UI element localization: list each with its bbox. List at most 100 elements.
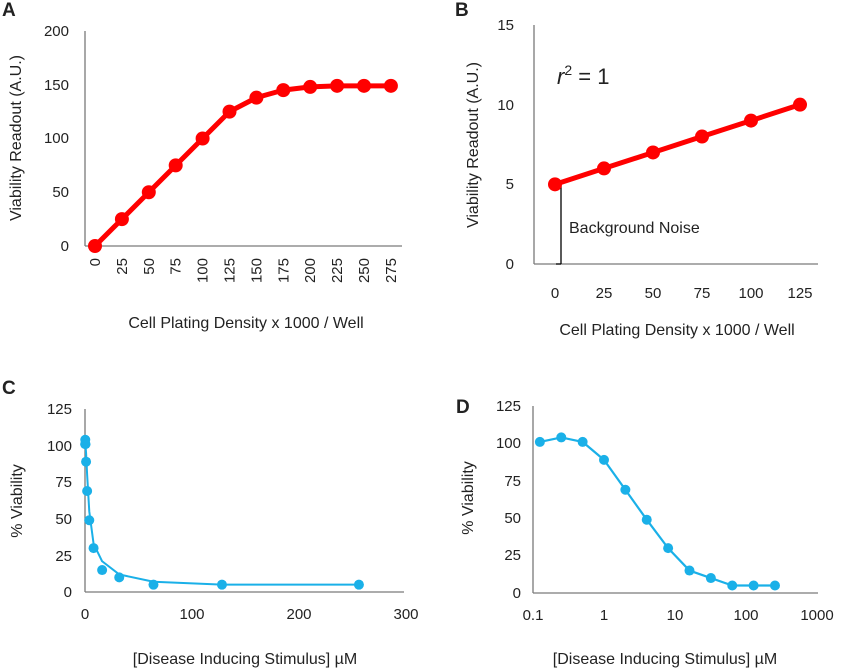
panel-b-noise-label: Background Noise	[569, 220, 700, 237]
panel-b-xtick-label: 125	[787, 285, 812, 302]
panel-a-xtick-label: 50	[141, 258, 158, 275]
panel-b-ytick-labels: 0 5 10 15	[497, 17, 514, 273]
panel-c-ytick-label: 100	[47, 438, 72, 455]
panel-a-series-line	[92, 83, 394, 249]
panel-a-plot	[88, 78, 398, 253]
panel-a: A 0 50 100 150 200 0 25 50 75 100 125 150 175 20…	[2, 0, 402, 332]
panel-d-letter: D	[456, 397, 470, 418]
panel-d-y-title: % Viability	[460, 461, 477, 535]
panel-d-data-point	[599, 454, 609, 465]
panel-b-equation-exponent: 2	[564, 62, 572, 78]
panel-a-data-point	[88, 239, 102, 253]
panel-a-xtick-label: 0	[87, 258, 104, 266]
panel-b-data-point	[744, 113, 758, 128]
panel-d-xtick-label: 0.1	[523, 607, 544, 624]
panel-d-ytick-label: 0	[513, 585, 521, 602]
panel-c-data-point	[80, 439, 91, 450]
panel-c-ytick-label: 25	[55, 548, 72, 565]
panel-d-data-point	[769, 580, 780, 591]
panel-c-data-point	[216, 579, 227, 590]
panel-c-data-point	[81, 456, 92, 467]
panel-c-data-point	[148, 579, 159, 590]
panel-a-ytick-label: 150	[44, 77, 69, 94]
panel-d-plot	[534, 432, 780, 591]
panel-c-data-point	[114, 572, 125, 583]
panel-a-xtick-label: 75	[168, 258, 185, 275]
panel-d-data-point	[705, 573, 716, 584]
panel-c-data-point	[97, 565, 108, 576]
panel-d-xtick-label: 1000	[800, 607, 833, 624]
panel-a-ytick-label: 50	[52, 184, 69, 201]
panel-a-ytick-label: 200	[44, 23, 69, 40]
panel-a-data-point	[357, 78, 371, 93]
panel-b: B 0 5 10 15 0 25 50 75 100 125 Cell Plating D…	[455, 0, 818, 339]
panel-c-xtick-label: 0	[81, 606, 89, 623]
panel-d: D 0 25 50 75 100 125 0.1 1 10 100 1000 […	[456, 397, 834, 668]
panel-d-ytick-label: 25	[504, 547, 521, 564]
panel-b-plot	[548, 97, 807, 192]
panel-d-xtick-labels: 0.1 1 10 100 1000	[523, 607, 834, 624]
panel-c-fit-line	[84, 439, 359, 586]
panel-d-series-line	[539, 436, 775, 587]
panel-b-equation-symbol: r	[557, 64, 566, 89]
panel-a-data-point	[249, 90, 264, 105]
panel-c-ytick-label: 125	[47, 401, 72, 418]
panel-a-x-title: Cell Plating Density x 1000 / Well	[128, 315, 363, 332]
panel-a-xtick-label: 25	[114, 258, 131, 275]
panel-a-xtick-label: 275	[383, 258, 400, 283]
panel-a-data-point	[276, 83, 291, 98]
panel-c-xtick-label: 200	[286, 606, 311, 623]
panel-b-xtick-label: 50	[645, 285, 662, 302]
panel-c-plot	[80, 434, 364, 590]
panel-a-data-point	[168, 158, 183, 173]
panel-b-ytick-label: 0	[506, 256, 514, 273]
panel-d-data-point	[534, 436, 545, 447]
panel-b-noise-bracket	[556, 186, 562, 265]
panel-b-data-point	[793, 97, 807, 112]
panel-d-data-point	[684, 565, 695, 576]
panel-a-data-point	[195, 131, 210, 146]
panel-d-ytick-label: 125	[496, 398, 521, 415]
panel-a-ytick-label: 100	[44, 130, 69, 147]
panel-b-xtick-label: 100	[738, 285, 763, 302]
panel-d-data-point	[748, 580, 759, 591]
panel-d-ytick-label: 50	[504, 510, 521, 527]
panel-c-xtick-label: 100	[179, 606, 204, 623]
panel-a-y-title: Viability Readout (A.U.)	[8, 55, 25, 221]
panel-b-ytick-label: 5	[506, 176, 514, 193]
panel-d-data-point	[663, 543, 674, 554]
panel-c-data-point	[84, 515, 95, 526]
panel-c-data-point	[88, 543, 99, 554]
panel-c-data-point	[82, 485, 93, 496]
panel-d-x-title: [Disease Inducing Stimulus] µM	[553, 651, 777, 668]
panel-d-data-point	[556, 432, 567, 443]
panel-a-xtick-label: 150	[248, 258, 265, 283]
panel-b-xtick-label: 0	[551, 285, 559, 302]
panel-a-xtick-label: 100	[195, 258, 212, 283]
panel-b-xtick-label: 75	[694, 285, 711, 302]
panel-a-data-point	[330, 78, 345, 93]
panel-a-xtick-label: 200	[302, 258, 319, 283]
panel-a-xtick-label: 125	[222, 258, 239, 283]
panel-b-equation-rest: = 1	[572, 64, 609, 89]
panel-c-ytick-label: 75	[55, 474, 72, 491]
panel-b-equation: r2 = 1	[557, 62, 609, 89]
panel-b-data-point	[548, 177, 562, 192]
panel-c-letter: C	[2, 378, 16, 399]
panel-a-xtick-label: 225	[329, 258, 346, 283]
panel-c-ytick-labels: 0 25 50 75 100 125	[47, 401, 72, 601]
panel-b-letter: B	[455, 0, 469, 21]
panel-d-xtick-label: 100	[733, 607, 758, 624]
panel-d-data-point	[577, 436, 588, 447]
panel-b-series-line	[552, 102, 803, 187]
panel-c-y-title: % Viability	[9, 464, 26, 538]
panel-b-x-title: Cell Plating Density x 1000 / Well	[559, 322, 794, 339]
panel-b-data-point	[695, 129, 709, 144]
panel-a-data-point	[222, 104, 237, 119]
panel-a-ytick-label: 0	[61, 238, 69, 255]
panel-a-letter: A	[2, 0, 16, 21]
panel-a-xtick-labels: 0 25 50 75 100 125 150 175 200 225 250 275	[87, 258, 400, 283]
panel-c-data-point	[353, 579, 364, 590]
panel-a-data-point	[383, 78, 398, 93]
